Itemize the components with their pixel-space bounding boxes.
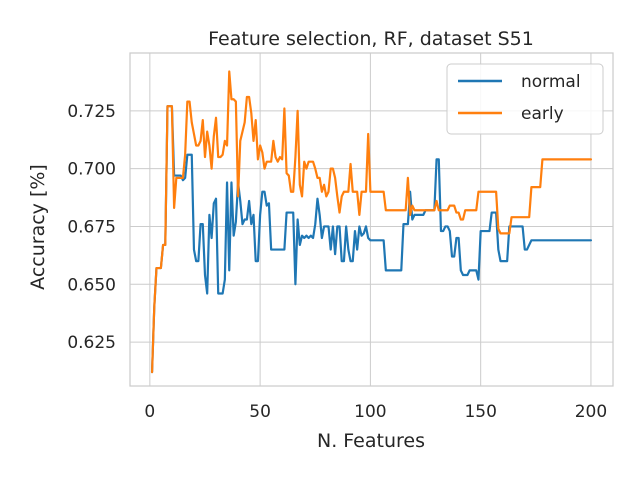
chart-title: Feature selection, RF, dataset S51 <box>208 28 534 50</box>
x-axis-label: N. Features <box>317 430 425 452</box>
series-layer <box>150 70 593 374</box>
y-tick-label: 0.675 <box>67 217 116 237</box>
x-tick-label: 50 <box>249 402 271 422</box>
y-tick-label: 0.625 <box>67 333 116 353</box>
tick-labels: 0 50 100 150 200 0.625 0.650 0.675 0.700 0.725 <box>67 102 607 422</box>
series-line-normal <box>150 105 593 374</box>
y-axis-label: Accuracy [%] <box>27 164 49 290</box>
y-tick-label: 0.700 <box>67 160 116 180</box>
plot-frame <box>129 52 614 387</box>
legend: normal early <box>446 63 604 135</box>
y-tick-label: 0.650 <box>67 275 116 295</box>
x-tick-label: 200 <box>575 402 607 422</box>
series-line-early <box>150 70 593 374</box>
legend-label-early: early <box>521 104 564 124</box>
y-tick-label: 0.725 <box>67 102 116 122</box>
x-tick-label: 100 <box>354 402 386 422</box>
legend-label-normal: normal <box>521 72 581 92</box>
x-tick-label: 150 <box>464 402 496 422</box>
x-tick-label: 0 <box>144 402 155 422</box>
